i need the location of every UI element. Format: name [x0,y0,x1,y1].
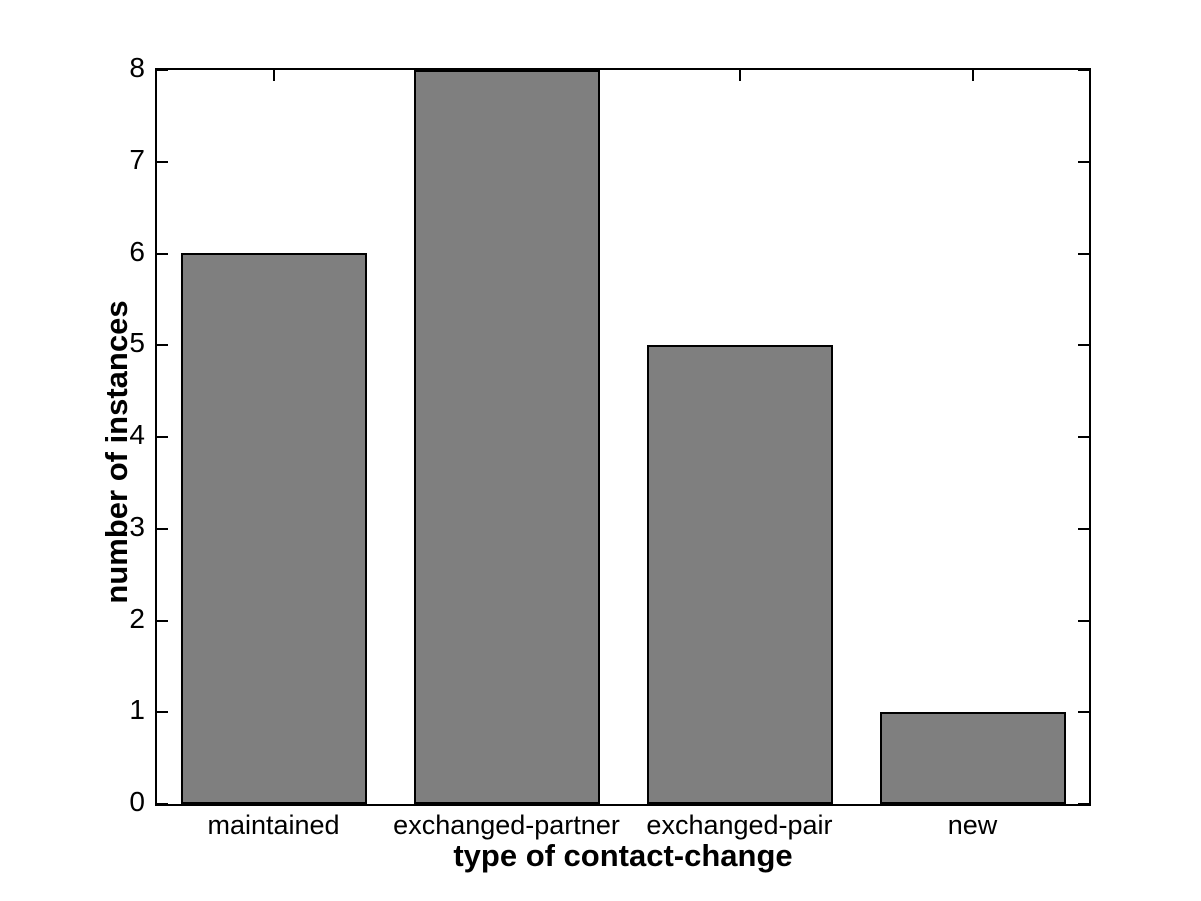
bar-exchanged-partner [414,70,600,804]
y-tick-label: 4 [129,419,145,450]
y-tick-left [157,344,168,347]
y-tick-left [157,436,168,438]
x-tick-label: exchanged-pair [646,810,833,840]
y-tick-right [1078,803,1089,805]
y-tick-label: 2 [129,602,145,634]
y-tick-left [157,803,168,805]
plot-area [155,68,1091,806]
y-tick-right [1078,69,1089,71]
bar-maintained [181,253,367,804]
x-tick-label: new [947,810,998,840]
y-tick-left [157,160,168,163]
x-tick-top [272,70,275,81]
y-tick-label: 7 [129,143,145,175]
x-tick-label: maintained [207,810,340,840]
y-tick-label: 1 [129,694,145,726]
y-tick-label: 5 [129,327,145,359]
y-tick-label: 0 [129,786,145,817]
y-tick-right [1078,527,1089,530]
x-tick-top [738,70,741,81]
y-tick-left [157,252,168,255]
y-tick-right [1078,344,1089,347]
y-tick-right [1078,619,1089,622]
y-tick-right [1078,160,1089,163]
x-tick-top [971,70,974,81]
x-tick-label: exchanged-partner [393,810,620,840]
y-tick-label: 8 [129,52,145,83]
y-tick-right [1078,436,1089,438]
y-tick-label: 6 [129,235,145,267]
x-axis-label: type of contact-change [453,838,793,873]
y-tick-left [157,527,168,530]
y-tick-left [157,711,168,714]
bar-exchanged-pair [647,345,833,804]
y-tick-right [1078,711,1089,714]
y-tick-label: 3 [129,510,145,542]
y-tick-left [157,69,168,71]
bar-new [880,712,1066,804]
y-tick-left [157,619,168,622]
y-tick-right [1078,252,1089,255]
